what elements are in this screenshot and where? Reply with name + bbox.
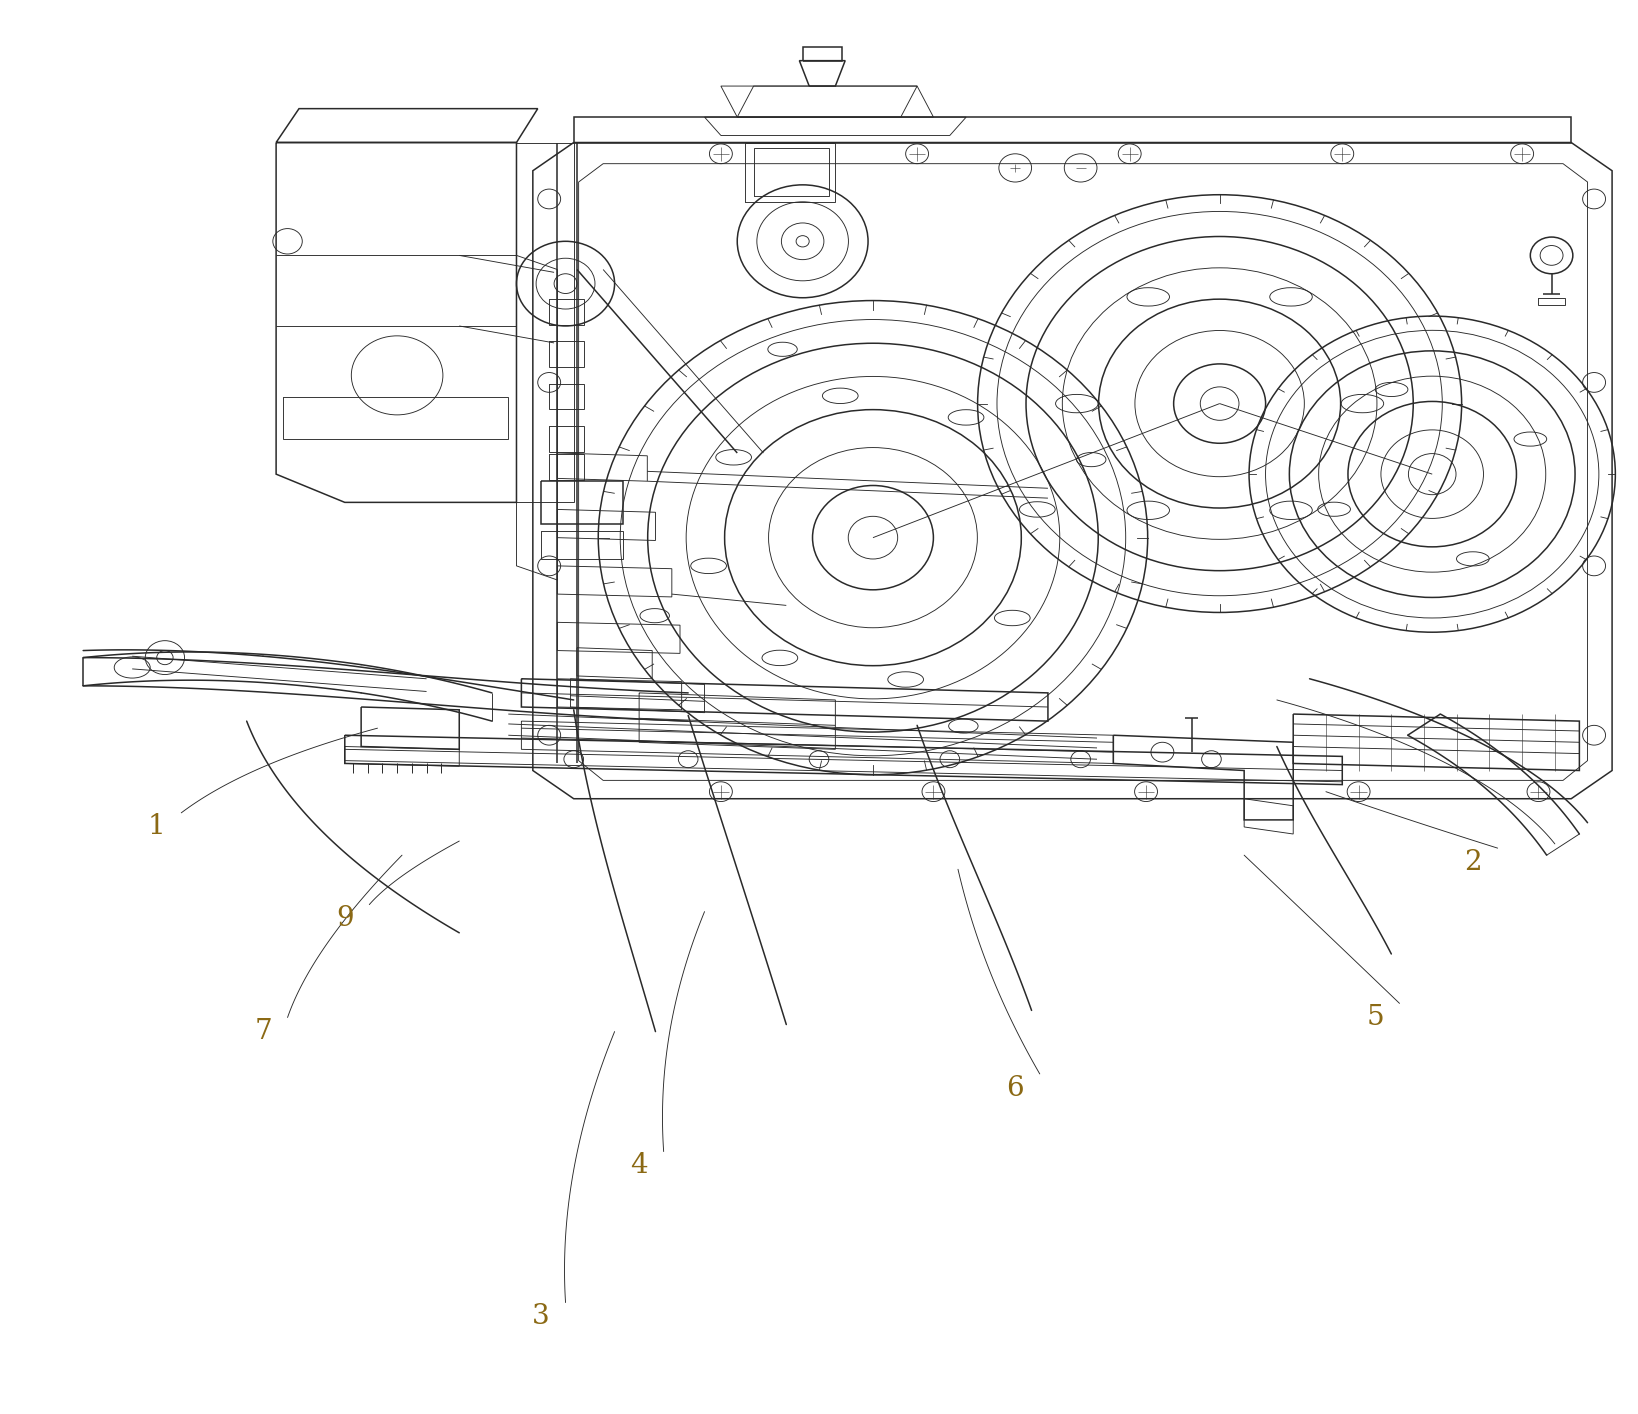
Text: 6: 6 [1006,1075,1024,1102]
Text: 2: 2 [1464,848,1482,875]
Text: 9: 9 [336,905,354,932]
Text: 4: 4 [631,1152,649,1179]
Text: 7: 7 [254,1018,272,1045]
Text: 5: 5 [1366,1004,1384,1031]
Text: 3: 3 [532,1304,550,1331]
Text: 1: 1 [147,813,165,840]
